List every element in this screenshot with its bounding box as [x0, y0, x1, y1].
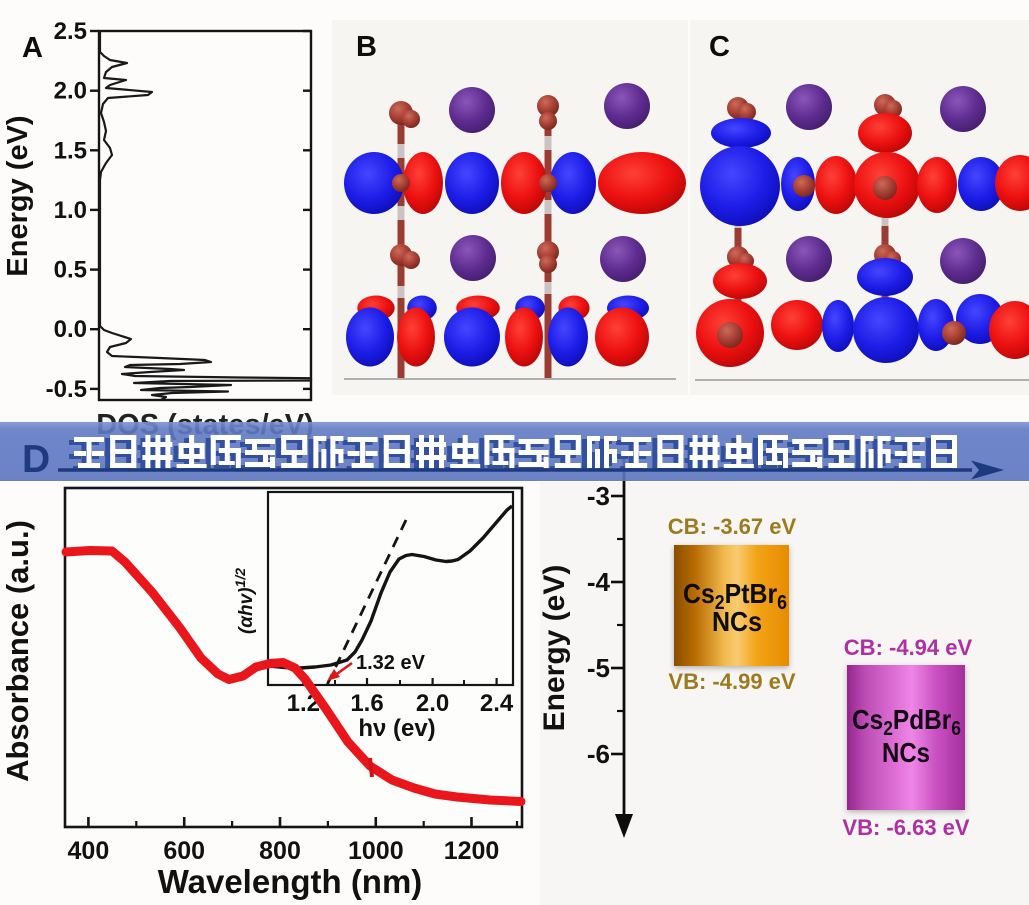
svg-text:-3: -3	[587, 481, 610, 511]
svg-text:400: 400	[68, 837, 110, 865]
svg-text:Cs2PtBr6: Cs2PtBr6	[683, 578, 787, 614]
svg-text:(αhv)1/2: (αhv)1/2	[232, 568, 257, 634]
svg-text:-0.5: -0.5	[46, 376, 87, 403]
svg-text:2.4: 2.4	[480, 690, 514, 717]
svg-text:B: B	[356, 31, 377, 63]
svg-text:Energy (eV): Energy (eV)	[540, 565, 571, 732]
svg-text:Absorbance (a.u.): Absorbance (a.u.)	[0, 520, 35, 782]
svg-text:VB: -6.63 eV: VB: -6.63 eV	[842, 815, 969, 840]
svg-text:VB: -4.99 eV: VB: -4.99 eV	[668, 669, 795, 694]
svg-text:2.0: 2.0	[54, 78, 87, 105]
svg-text:CB: -4.94 eV: CB: -4.94 eV	[844, 635, 973, 660]
svg-text:-4: -4	[587, 567, 611, 597]
svg-text:-5: -5	[587, 653, 610, 683]
svg-text:1.32 eV: 1.32 eV	[356, 652, 426, 674]
svg-text:1200: 1200	[444, 837, 500, 865]
svg-text:Wavelength (nm): Wavelength (nm)	[158, 863, 423, 900]
svg-text:C: C	[709, 31, 730, 63]
svg-text:0.5: 0.5	[54, 257, 87, 284]
svg-text:800: 800	[259, 837, 301, 865]
svg-text:NCs: NCs	[712, 606, 762, 637]
svg-text:0.0: 0.0	[54, 316, 87, 343]
svg-text:2.0: 2.0	[416, 690, 449, 717]
svg-text:2.5: 2.5	[54, 18, 87, 45]
svg-text:D: D	[22, 438, 50, 481]
svg-text:1.0: 1.0	[54, 197, 87, 224]
svg-text:NCs: NCs	[882, 737, 930, 768]
svg-text:1.5: 1.5	[54, 137, 87, 164]
svg-text:hν (ev): hν (ev)	[358, 715, 435, 742]
svg-text:600: 600	[163, 837, 205, 865]
svg-text:-6: -6	[587, 739, 610, 769]
svg-text:CB: -3.67 eV: CB: -3.67 eV	[668, 514, 797, 539]
svg-text:A: A	[22, 32, 43, 64]
svg-text:Cs2PdBr6: Cs2PdBr6	[852, 704, 961, 740]
svg-text:1000: 1000	[348, 837, 404, 865]
svg-text:Energy (eV): Energy (eV)	[2, 115, 34, 276]
svg-text:1.6: 1.6	[350, 690, 383, 717]
